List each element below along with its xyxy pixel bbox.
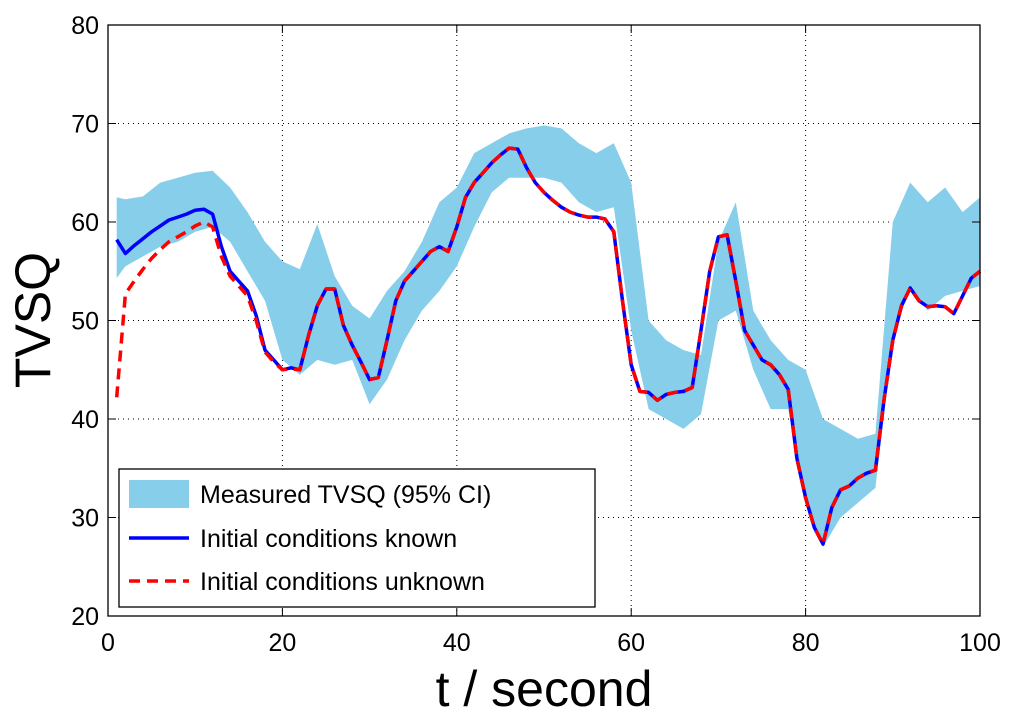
legend-box xyxy=(118,468,596,608)
y-tick-labels: 20 30 40 50 60 70 80 xyxy=(71,12,99,631)
y-tick-label: 50 xyxy=(71,308,99,336)
legend: Measured TVSQ (95% CI) Initial condition… xyxy=(118,468,596,608)
confidence-band xyxy=(116,125,980,547)
y-tick-label: 60 xyxy=(71,209,99,237)
legend-label-band: Measured TVSQ (95% CI) xyxy=(200,481,491,509)
y-tick-label: 70 xyxy=(71,111,99,139)
x-tick-labels: 0 20 40 60 80 100 xyxy=(101,629,1001,657)
x-tick-label: 40 xyxy=(443,629,471,657)
x-tick-label: 100 xyxy=(959,629,1001,657)
series-layer xyxy=(114,146,982,546)
confidence-band-layer xyxy=(116,125,980,547)
legend-label-unknown: Initial conditions unknown xyxy=(200,568,485,596)
y-tick-label: 80 xyxy=(71,12,99,40)
x-axis-title: t / second xyxy=(436,661,653,711)
x-tick-label: 20 xyxy=(268,629,296,657)
y-tick-label: 40 xyxy=(71,406,99,434)
y-tick-label: 20 xyxy=(71,603,99,631)
legend-label-known: Initial conditions known xyxy=(200,525,457,553)
ticks xyxy=(107,24,981,617)
legend-swatch-band xyxy=(129,480,189,508)
y-tick-label: 30 xyxy=(71,505,99,533)
x-tick-label: 60 xyxy=(617,629,645,657)
x-tick-label: 80 xyxy=(792,629,820,657)
y-axis-title: TVSQ xyxy=(5,252,61,388)
x-tick-label: 0 xyxy=(101,629,115,657)
series-line-unknown xyxy=(114,146,982,546)
